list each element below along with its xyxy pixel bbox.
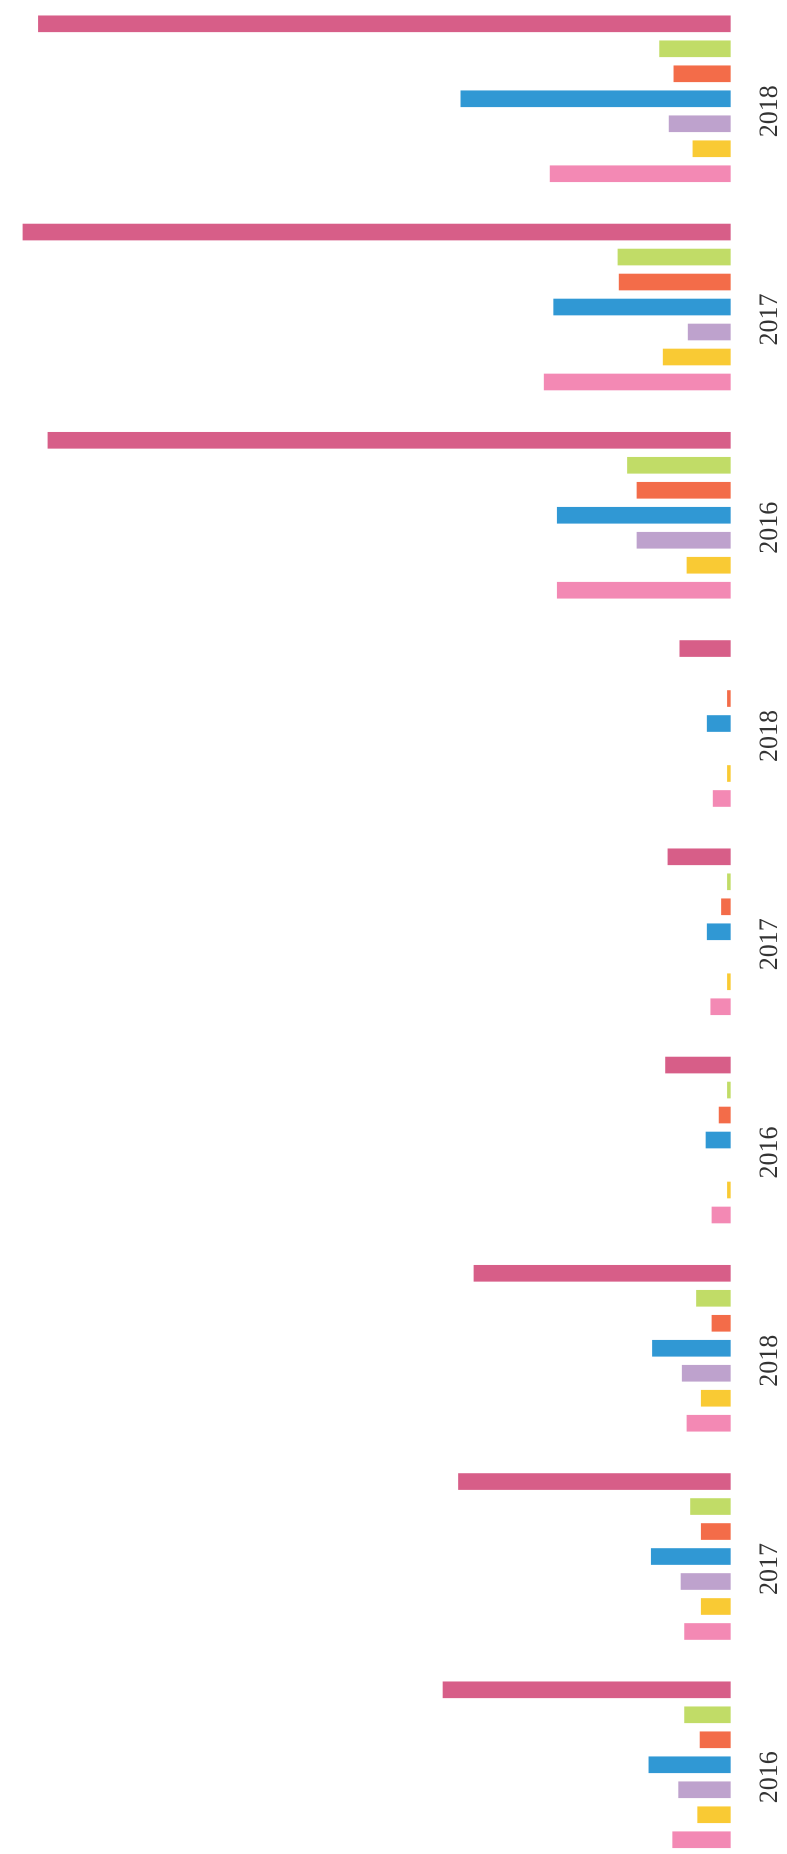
bar [679,640,731,657]
category-label: 2017 [754,1543,783,1595]
bar [684,1706,731,1724]
category-label: 2016 [754,1751,783,1803]
category-label: 2017 [754,918,783,970]
bar [687,323,731,341]
bar [706,715,731,732]
bar [710,998,731,1016]
bar [22,223,731,241]
bar [648,1756,731,1774]
bar [636,481,731,499]
bar [696,1289,731,1307]
bar [673,65,731,83]
bar [678,1781,731,1799]
bar [727,873,731,891]
bar [668,115,731,133]
bar [711,1206,731,1224]
bar [650,1548,731,1565]
bar [680,1573,731,1590]
bar [727,1081,731,1099]
category-label: 2016 [754,502,783,554]
bar [627,456,731,474]
bar [686,556,731,574]
bar [699,1731,731,1749]
bar [556,581,731,599]
bar [473,1264,731,1282]
bar [700,1389,731,1407]
bar [442,1681,731,1699]
bar [665,1056,731,1074]
bar [460,90,731,108]
bar [667,848,731,866]
category-label: 2017 [754,294,783,346]
bar [659,40,731,58]
bar [617,248,731,266]
bar [556,506,731,524]
bar [727,765,731,782]
bar [727,690,731,707]
bar [692,140,731,158]
bar [705,1131,731,1149]
bar [543,373,731,391]
bar [549,165,731,183]
bar [636,531,731,549]
bar [697,1806,731,1824]
bar [47,431,731,449]
bar [721,898,731,916]
bar [652,1339,731,1357]
bar [700,1523,731,1540]
bar [672,1831,731,1849]
bar [553,298,731,316]
bar [727,973,731,991]
category-label: 2018 [754,85,783,137]
bar [686,1414,731,1432]
bar [706,923,731,941]
category-label: 2018 [754,710,783,762]
bar [712,790,731,807]
bar [662,348,731,366]
bar [618,273,731,291]
bar [458,1473,731,1490]
bar [727,1181,731,1199]
bar [700,1598,731,1615]
bar [711,1314,731,1332]
bar [690,1498,731,1515]
category-label: 2018 [754,1335,783,1387]
bar [718,1106,731,1124]
category-label: 2016 [754,1127,783,1179]
bar [681,1364,731,1382]
bar [38,15,731,33]
bar [684,1623,731,1640]
